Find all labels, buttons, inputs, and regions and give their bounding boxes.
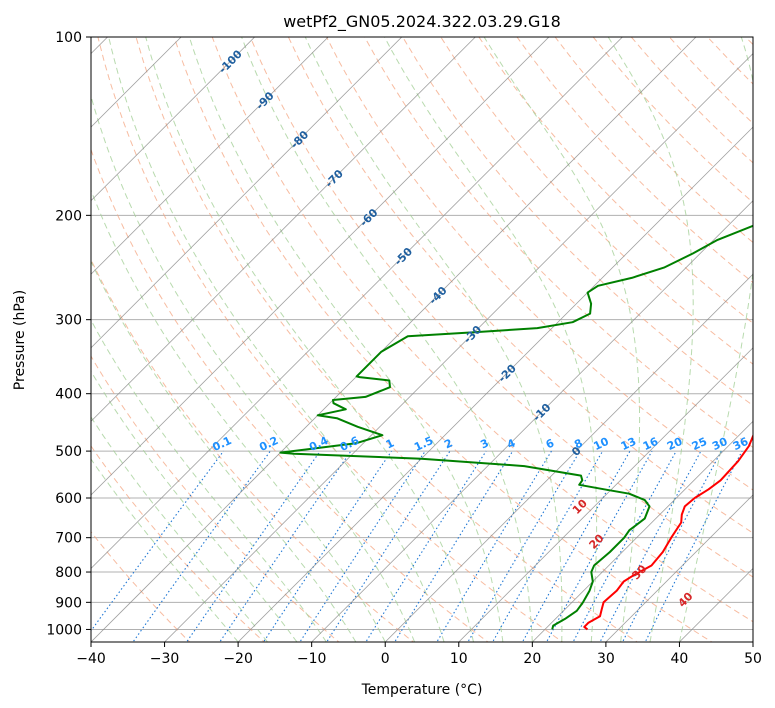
mixing-ratio-line bbox=[299, 450, 426, 642]
mixing-ratio-label: 36 bbox=[731, 435, 751, 453]
mixing-ratio-line bbox=[219, 450, 352, 642]
moist-adiabat-line bbox=[91, 458, 239, 642]
mixing-ratio-label: 20 bbox=[665, 435, 685, 453]
y-tick-label: 500 bbox=[55, 444, 82, 460]
mixing-ratio-label: 13 bbox=[619, 435, 638, 453]
x-tick-label: 50 bbox=[744, 651, 762, 667]
y-tick-label: 100 bbox=[55, 30, 82, 46]
dry-adiabats bbox=[91, 37, 753, 642]
dry-adiabat-line bbox=[287, 37, 753, 534]
x-tick-label: 0 bbox=[381, 651, 390, 667]
dry-adiabat-line bbox=[440, 37, 753, 365]
plot-area: 0.1 0.2 0.4 0.6 1 1.5 2 3 4 6 8 10 13 16 20 25 30 36-100-… bbox=[91, 37, 753, 642]
y-axis-label: Pressure (hPa) bbox=[12, 290, 28, 390]
mixing-ratio-label: 10 bbox=[591, 435, 611, 453]
moist-adiabat-line bbox=[91, 416, 268, 642]
x-tick-label: −10 bbox=[297, 651, 327, 667]
moist-adiabat-line bbox=[678, 37, 753, 642]
isotherm-line bbox=[237, 126, 753, 642]
mixing-ratio-line bbox=[394, 450, 514, 642]
x-tick-label: 30 bbox=[597, 651, 615, 667]
y-tick-label: 700 bbox=[55, 531, 82, 547]
isotherms bbox=[91, 37, 753, 642]
y-tick-label: 200 bbox=[55, 208, 82, 224]
dry-adiabat-line bbox=[402, 37, 753, 407]
moist-adiabat-line bbox=[91, 94, 416, 642]
axes: −40 −30 −20 −10 0 10 20 30 40 50 100 200 300 400 500 60… bbox=[46, 30, 762, 667]
dry-adiabat-line bbox=[91, 445, 265, 642]
mixing-ratio-line bbox=[572, 450, 677, 642]
mixing-ratio-line bbox=[365, 450, 487, 642]
moist-adiabat-line bbox=[483, 37, 641, 642]
x-tick-label: 40 bbox=[671, 651, 689, 667]
x-tick-label: −30 bbox=[150, 651, 180, 667]
y-tick-label: 800 bbox=[55, 565, 82, 581]
mixing-ratio-label: 30 bbox=[710, 435, 730, 453]
mixing-ratio-line bbox=[185, 450, 321, 642]
isotherm-line bbox=[605, 494, 753, 642]
y-tick-label: 300 bbox=[55, 313, 82, 329]
moist-adiabat-line bbox=[91, 319, 327, 642]
isotherm-line bbox=[91, 37, 476, 422]
mixing-ratio-line bbox=[262, 450, 392, 642]
isotherm-line bbox=[531, 420, 753, 642]
y-tick-label: 900 bbox=[55, 595, 82, 611]
mixing-ratio-line bbox=[132, 450, 271, 642]
moist-adiabat-line bbox=[188, 37, 504, 642]
isotherm-line bbox=[91, 37, 624, 570]
dry-adiabat-line bbox=[135, 37, 639, 642]
moist-adiabat-line bbox=[108, 37, 445, 642]
chart-title: wetPf2_GN05.2024.322.03.29.G18 bbox=[283, 12, 561, 32]
plot-frame bbox=[90, 36, 754, 643]
x-tick-label: 10 bbox=[450, 651, 468, 667]
x-tick-label: −40 bbox=[76, 651, 106, 667]
isotherm-line bbox=[91, 37, 403, 349]
moist-adiabat-line bbox=[145, 37, 474, 642]
dry-adiabat-line bbox=[91, 258, 415, 642]
dry-adiabat-line bbox=[326, 37, 753, 491]
isotherm-line bbox=[91, 37, 256, 202]
mixing-ratio-line bbox=[91, 450, 224, 632]
moist-adiabat-line bbox=[91, 188, 386, 642]
moist-adiabat-line bbox=[91, 260, 357, 642]
dry-adiabat-line bbox=[211, 37, 753, 623]
moist-adiabat-line bbox=[241, 37, 533, 642]
dry-adiabat-line bbox=[97, 37, 564, 642]
isotherm-line bbox=[311, 200, 753, 642]
mixing-ratio-label: 16 bbox=[641, 435, 661, 453]
temperature-profile-line bbox=[583, 433, 753, 631]
isotherm-line bbox=[91, 37, 329, 275]
moist-adiabats bbox=[91, 37, 753, 642]
y-tick-label: 400 bbox=[55, 387, 82, 403]
dry-adiabat-line bbox=[91, 355, 340, 642]
y-tick-label: 600 bbox=[55, 491, 82, 507]
x-axis-label: Temperature (°C) bbox=[361, 682, 483, 698]
mixing-ratio-line bbox=[326, 450, 451, 642]
dewpoint-profile-line bbox=[279, 224, 753, 630]
isotherm-line bbox=[91, 37, 550, 496]
mixing-ratio-line bbox=[621, 450, 722, 642]
dry-adiabat-line bbox=[249, 37, 753, 578]
profile-series bbox=[279, 224, 753, 631]
mixing-ratio-label: 25 bbox=[690, 435, 709, 453]
mixing-ratio-lines bbox=[91, 450, 743, 642]
dry-adiabat-line bbox=[478, 37, 753, 324]
moist-adiabat-line bbox=[607, 37, 694, 642]
pressure-grid bbox=[91, 37, 753, 630]
isotherm-line bbox=[384, 273, 753, 642]
y-tick-label: 1000 bbox=[46, 622, 82, 638]
isotherm-line bbox=[91, 37, 182, 128]
moist-adiabat-line bbox=[304, 37, 563, 642]
mixing-ratio-line bbox=[599, 450, 702, 642]
moist-adiabat-line bbox=[91, 370, 298, 642]
mixing-ratio-line bbox=[467, 450, 581, 642]
x-tick-label: −20 bbox=[223, 651, 253, 667]
isotherm-line bbox=[458, 347, 753, 642]
x-tick-label: 20 bbox=[523, 651, 541, 667]
isotherm-line bbox=[91, 37, 697, 642]
